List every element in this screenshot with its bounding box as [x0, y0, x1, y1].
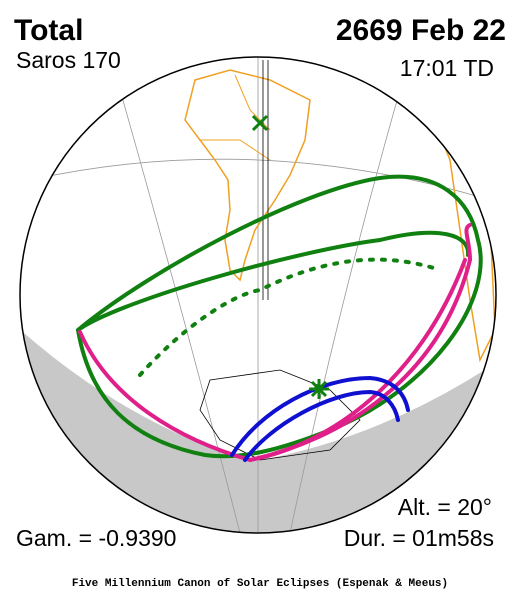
- duration: Dur. = 01m58s: [344, 525, 494, 551]
- time: 17:01 TD: [400, 55, 494, 81]
- eclipse-date: 2669 Feb 22: [336, 14, 506, 47]
- globe-outline: [19, 56, 497, 534]
- markers: [251, 114, 329, 399]
- altitude: Alt. = 20°: [398, 494, 492, 520]
- eclipse-paths: [75, 174, 483, 463]
- saros: Saros 170: [16, 47, 121, 73]
- credit: Five Millennium Canon of Solar Eclipses …: [72, 578, 448, 590]
- antarctica: [199, 369, 361, 461]
- eclipse-type: Total: [14, 14, 83, 47]
- gamma: Gam. = -0.9390: [16, 525, 176, 551]
